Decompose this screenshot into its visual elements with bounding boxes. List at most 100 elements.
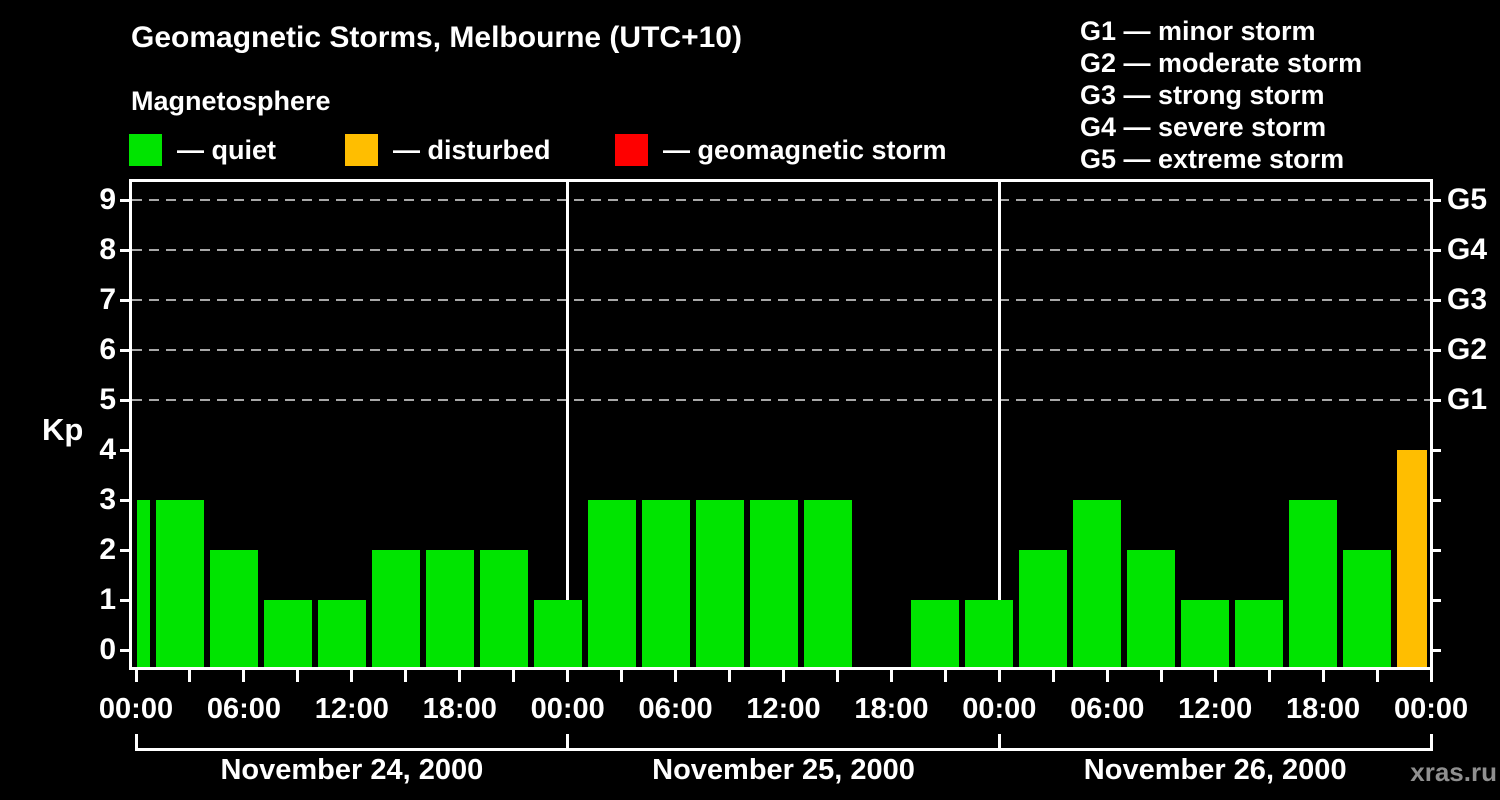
y-axis-tick-right [1432,598,1441,602]
g-legend-row: G4 — severe storm [1080,112,1327,142]
time-label: 00:00 [1393,693,1469,725]
watermark: xras.ru [1410,757,1497,787]
x-axis-tick [674,669,678,682]
gridline-kp9 [132,199,1430,201]
date-label: November 26, 2000 [1083,754,1347,786]
y-axis-label: 3 [99,483,116,516]
x-axis-tick [943,669,947,682]
y-axis-tick-left [120,648,129,652]
kp-bar [1019,550,1068,667]
kp-bar [965,600,1014,667]
y-axis-label: 5 [99,383,116,416]
y-axis-label: 0 [99,633,116,666]
y-axis-tick-right [1432,648,1441,652]
g-axis-label: G1 [1447,383,1488,416]
g-axis-label: G4 [1447,233,1488,266]
y-axis-tick-left [120,198,129,202]
y-axis-tick-left [120,448,129,452]
kp-bar [137,500,151,667]
x-axis-tick [566,669,570,682]
x-axis-tick [997,669,1001,682]
date-bracket-line [566,748,1001,751]
y-axis-label: 1 [99,583,116,616]
kp-bar [156,500,204,667]
x-axis-tick [1429,669,1433,682]
disturbed-color-swatch [345,134,378,166]
gridline-kp8 [132,249,1430,251]
y-axis-tick-right [1432,548,1441,552]
day-divider [566,182,570,667]
chart-subtitle: Magnetosphere [131,86,331,116]
y-axis-label: 7 [99,283,116,316]
y-axis-tick-left [120,348,129,352]
time-label: 18:00 [1286,693,1361,725]
y-axis-tick-left [120,548,129,552]
g-axis-label: G5 [1447,183,1488,216]
x-axis-tick [404,669,408,682]
kp-bar [263,600,312,667]
legend-item-disturbed: — disturbed [345,134,551,166]
date-bracket-line [997,748,1433,751]
g-legend-row: G1 — minor storm [1080,16,1316,46]
gridline-kp6 [132,349,1430,351]
y-axis-tick-right [1432,248,1441,252]
x-axis-tick [728,669,732,682]
y-axis-tick-right [1432,298,1441,302]
kp-bar [533,600,582,667]
x-axis-tick [1213,669,1217,682]
kp-bar [641,500,690,667]
g-legend-row: G3 — strong storm [1080,80,1325,110]
time-label: 06:00 [1070,693,1145,725]
y-axis-tick-left [120,298,129,302]
y-axis-label: 4 [99,433,116,466]
time-label: 12:00 [746,693,821,725]
legend-item-storm: — geomagnetic storm [615,134,947,166]
y-axis-tick-right [1432,398,1441,402]
kp-bar [1073,500,1122,667]
day-divider [997,182,1001,667]
kp-bar [479,550,528,667]
storm-label: — geomagnetic storm [663,135,947,165]
g-axis-label: G3 [1447,283,1488,316]
kp-bar [1181,600,1230,667]
y-axis-tick-left [120,248,129,252]
x-axis-tick [242,669,246,682]
y-axis-tick-right [1432,348,1441,352]
quiet-label: — quiet [177,135,276,165]
storm-color-swatch [615,134,648,166]
g-legend-row: G5 — extreme storm [1080,144,1345,174]
x-axis-tick [1321,669,1325,682]
y-axis-label: 2 [99,533,116,566]
y-axis-tick-right [1432,448,1441,452]
date-bracket-line [134,748,570,751]
legend-item-quiet: — quiet [129,134,276,166]
time-label: 06:00 [206,693,281,725]
x-axis-tick [458,669,462,682]
date-label: November 25, 2000 [652,754,915,786]
y-axis-label: 6 [99,333,116,366]
date-bracket-tick [1429,734,1433,751]
time-label: 06:00 [638,693,713,725]
y-axis-label: 8 [99,233,116,266]
kp-bar [587,500,636,667]
y-axis-title: Kp [42,412,84,447]
y-axis-label: 9 [99,183,116,216]
plot-area-border [129,179,1433,670]
time-label: 12:00 [1178,693,1253,725]
gridline-kp5 [132,399,1430,401]
x-axis-tick [889,669,893,682]
y-axis-tick-left [120,498,129,502]
kp-bar [1127,550,1176,667]
kp-bar [371,550,420,667]
kp-bar [1397,450,1427,667]
x-axis-tick [1105,669,1109,682]
kp-bar [911,600,960,667]
x-axis-tick [1267,669,1271,682]
kp-bar [1289,500,1338,667]
date-bracket-tick [566,734,570,751]
y-axis-tick-right [1432,498,1441,502]
disturbed-label: — disturbed [393,135,551,165]
kp-bar [1235,600,1284,667]
x-axis-tick [134,669,138,682]
